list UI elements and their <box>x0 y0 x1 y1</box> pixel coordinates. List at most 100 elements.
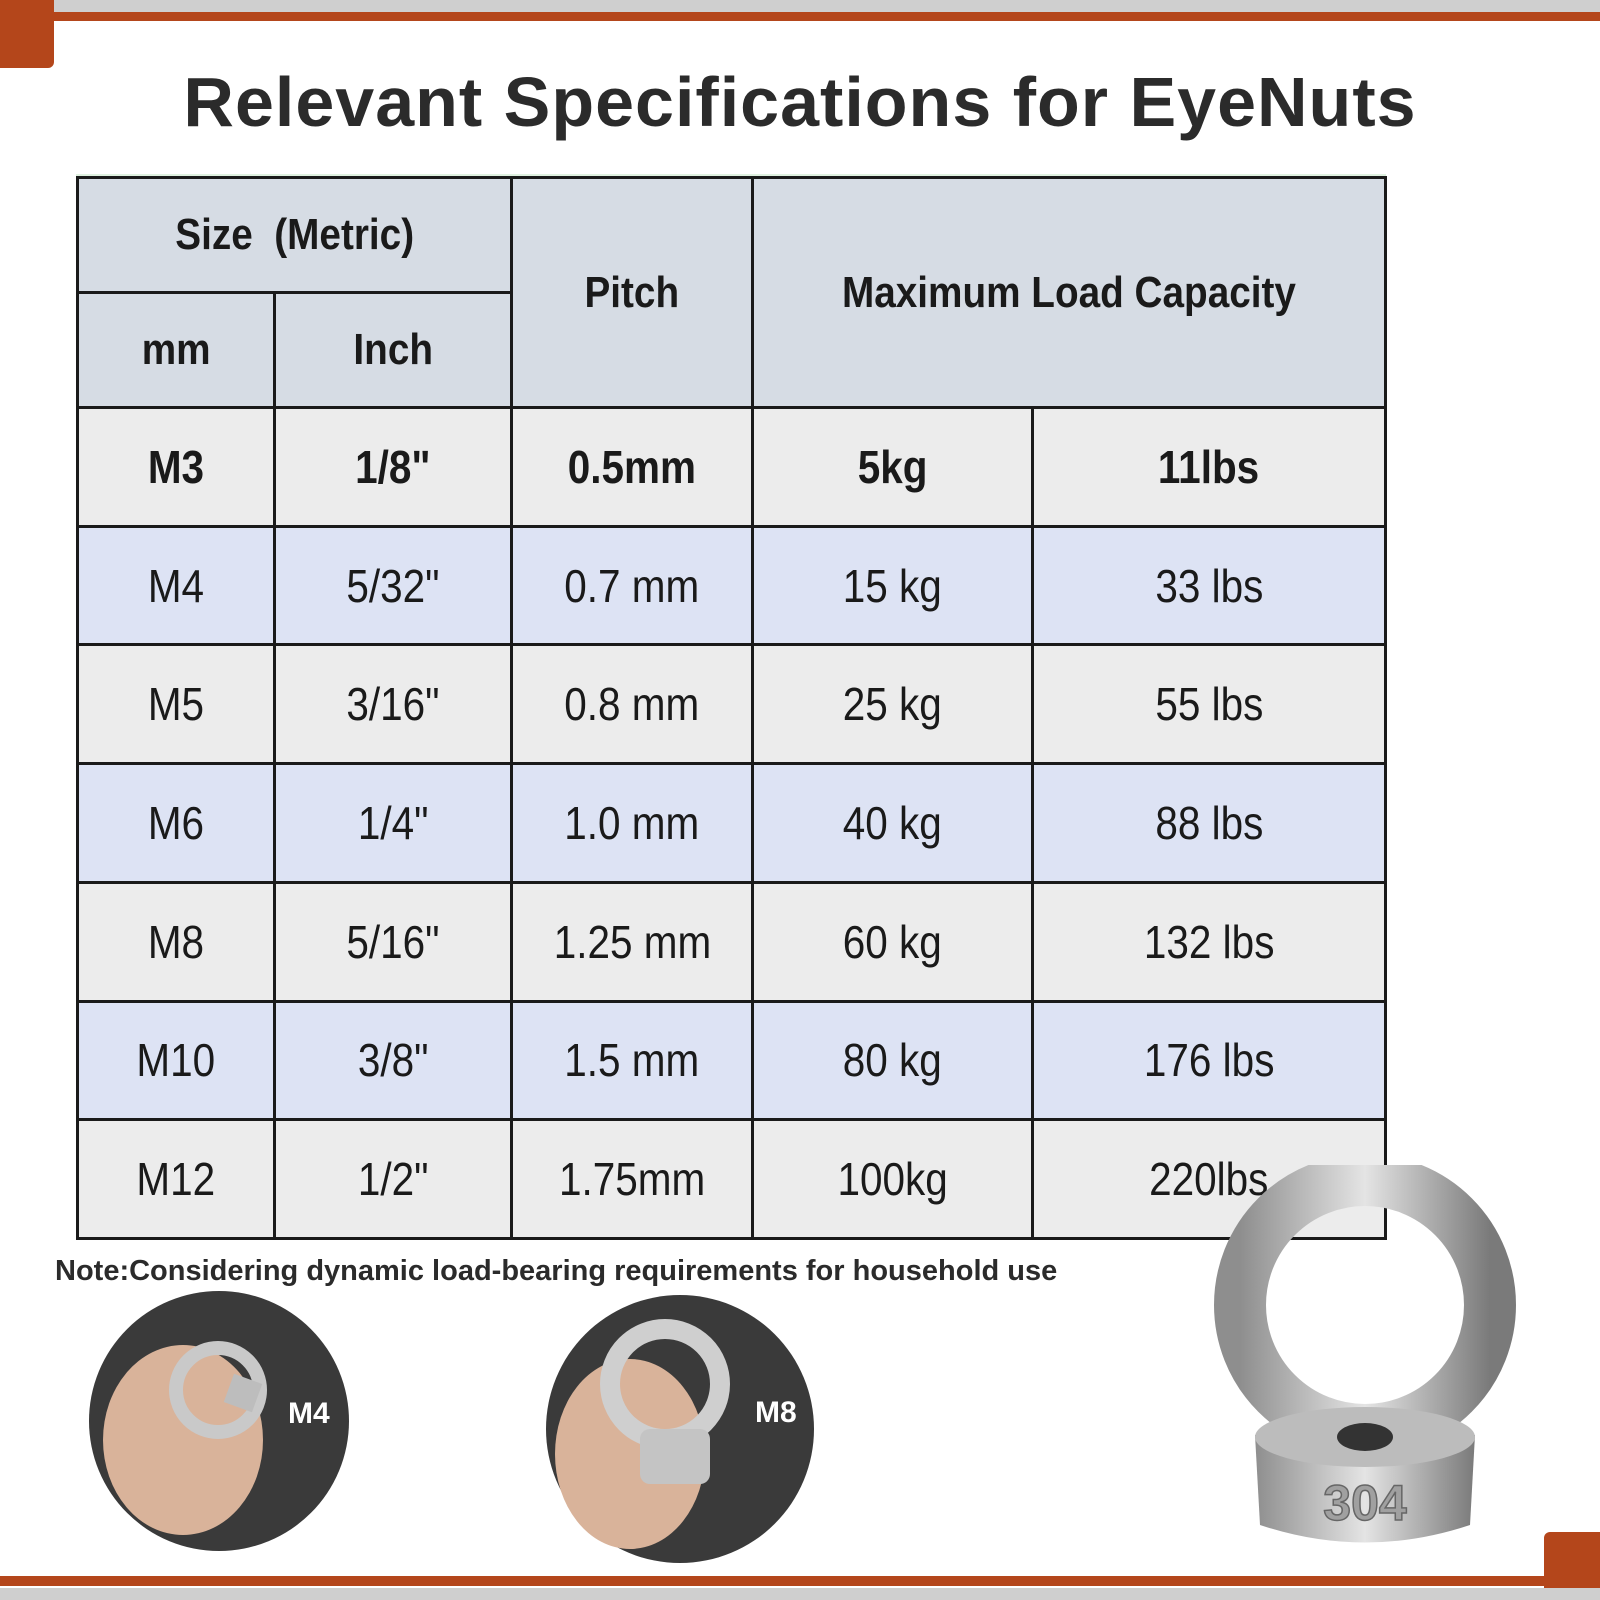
cell-text: 88 lbs <box>1155 796 1264 849</box>
data-cell: 5kg <box>751 406 1035 528</box>
data-cell: 88 lbs <box>1031 762 1388 884</box>
cell-text: 176 lbs <box>1143 1034 1275 1087</box>
corner-block <box>0 0 54 68</box>
data-row: M10 3/8" 1.5 mm 80 kg 176 lbs <box>76 999 1388 1122</box>
data-cell: 80 kg <box>751 999 1035 1122</box>
cell-text: 15 kg <box>843 559 943 612</box>
cell-text: 3/16" <box>346 678 440 731</box>
cell-text: 0.7 mm <box>564 559 700 612</box>
header-cell: Inch <box>272 291 514 409</box>
data-cell: 1/2" <box>272 1118 514 1240</box>
cell-text: 1.25 mm <box>553 915 711 968</box>
header-text: Inch <box>353 325 433 374</box>
top-rule <box>0 12 1600 21</box>
cell-text: 0.5mm <box>567 440 697 493</box>
data-cell: 1.75mm <box>510 1118 755 1240</box>
data-cell: 100kg <box>751 1118 1035 1240</box>
header-text: Size (Metric) <box>175 210 414 259</box>
data-row: M4 5/32" 0.7 mm 15 kg 33 lbs <box>76 524 1388 647</box>
data-cell: 1/4" <box>272 762 514 884</box>
cell-text: 25 kg <box>843 678 943 731</box>
data-cell: M4 <box>76 524 276 647</box>
data-cell: 33 lbs <box>1031 524 1388 647</box>
cell-text: 1/2" <box>357 1153 429 1206</box>
photo-label: M4 <box>288 1397 330 1430</box>
cell-text: 220lbs <box>1149 1153 1269 1206</box>
engraving: 304 <box>1323 1475 1407 1531</box>
title: Relevant Specifications for EyeNuts <box>183 63 1417 141</box>
header-cell: Pitch <box>510 176 755 409</box>
data-cell: 1.25 mm <box>510 880 755 1003</box>
cell-text: 3/8" <box>357 1034 429 1087</box>
data-cell: 60 kg <box>751 880 1035 1003</box>
cell-text: 1.5 mm <box>564 1034 700 1087</box>
bottom-rule <box>0 1576 1600 1586</box>
data-row: M5 3/16" 0.8 mm 25 kg 55 lbs <box>76 643 1388 766</box>
data-cell: M12 <box>76 1118 276 1240</box>
cell-text: 40 kg <box>843 796 943 849</box>
top-border <box>0 0 1600 12</box>
cell-text: 55 lbs <box>1155 678 1264 731</box>
header-cell: Maximum Load Capacity <box>751 176 1388 409</box>
data-row: M6 1/4" 1.0 mm 40 kg 88 lbs <box>76 762 1388 884</box>
photo-eyenut: 304 <box>1214 1165 1516 1543</box>
data-cell: 3/8" <box>272 999 514 1122</box>
cell-text: 1/8" <box>355 440 431 493</box>
data-cell: 40 kg <box>751 762 1035 884</box>
note: Note:Considering dynamic load-bearing re… <box>55 1255 1058 1287</box>
cell-text: M10 <box>136 1034 216 1087</box>
header-row: Size (Metric) Pitch Maximum Load Capacit… <box>75 176 1388 409</box>
data-cell: M6 <box>76 762 276 884</box>
cell-text: 60 kg <box>843 915 943 968</box>
photo-m8: M8 <box>546 1295 814 1563</box>
cell-text: M6 <box>147 796 205 849</box>
header-text: Maximum Load Capacity <box>842 267 1297 317</box>
cell-text: 1.75mm <box>558 1153 706 1206</box>
data-cell: 0.7 mm <box>510 524 755 647</box>
corner-block <box>1544 1532 1600 1588</box>
data-cell: 132 lbs <box>1031 880 1388 1003</box>
cell-text: 0.8 mm <box>564 678 700 731</box>
header-cell: mm <box>76 291 276 409</box>
cell-text: 1/4" <box>357 796 429 849</box>
data-row: M12 1/2" 1.75mm 100kg 220lbs <box>76 1118 1388 1240</box>
photo-m4: M4 <box>89 1291 349 1551</box>
data-cell: 3/16" <box>272 643 514 766</box>
data-cell: M3 <box>76 406 276 528</box>
data-cell: 0.8 mm <box>510 643 755 766</box>
data-cell: 176 lbs <box>1031 999 1388 1122</box>
cell-text: M4 <box>147 559 205 612</box>
cell-text: 1.0 mm <box>564 796 700 849</box>
cell-text: 5kg <box>857 440 928 493</box>
cell-text: 5/16" <box>346 915 440 968</box>
header-row: mm Inch <box>76 291 1386 409</box>
data-row: M3 1/8" 0.5mm 5kg 11lbs <box>76 406 1388 528</box>
header-text: Pitch <box>584 267 680 317</box>
data-cell: 15 kg <box>751 524 1035 647</box>
data-cell: 1.5 mm <box>510 999 755 1122</box>
cell-text: 5/32" <box>346 559 440 612</box>
data-cell: 0.5mm <box>510 406 755 528</box>
bottom-border <box>0 1588 1600 1600</box>
data-cell: 25 kg <box>751 643 1035 766</box>
header-cell: Size (Metric) <box>75 176 514 294</box>
data-cell: M5 <box>76 643 276 766</box>
data-cell: 5/16" <box>272 880 514 1003</box>
data-cell: 1.0 mm <box>510 762 755 884</box>
cell-text: M8 <box>147 915 205 968</box>
data-cell: 55 lbs <box>1031 643 1388 766</box>
data-cell: 5/32" <box>272 524 514 647</box>
cell-text: 100kg <box>837 1153 948 1206</box>
spec-table-wrap: Size (Metric) Pitch Maximum Load Capacit… <box>75 174 1388 1240</box>
data-cell: M10 <box>76 999 276 1122</box>
cell-text: 80 kg <box>843 1034 943 1087</box>
cell-text: 132 lbs <box>1143 915 1275 968</box>
data-cell: M8 <box>76 880 276 1003</box>
cell-text: M12 <box>136 1153 216 1206</box>
cell-text: M5 <box>147 678 205 731</box>
data-row: M8 5/16" 1.25 mm 60 kg 132 lbs <box>76 880 1388 1003</box>
cell-text: 11lbs <box>1158 440 1260 493</box>
spec-table: Size (Metric) Pitch Maximum Load Capacit… <box>75 176 1388 1240</box>
cell-text: 33 lbs <box>1155 559 1264 612</box>
data-cell: 11lbs <box>1031 406 1388 528</box>
